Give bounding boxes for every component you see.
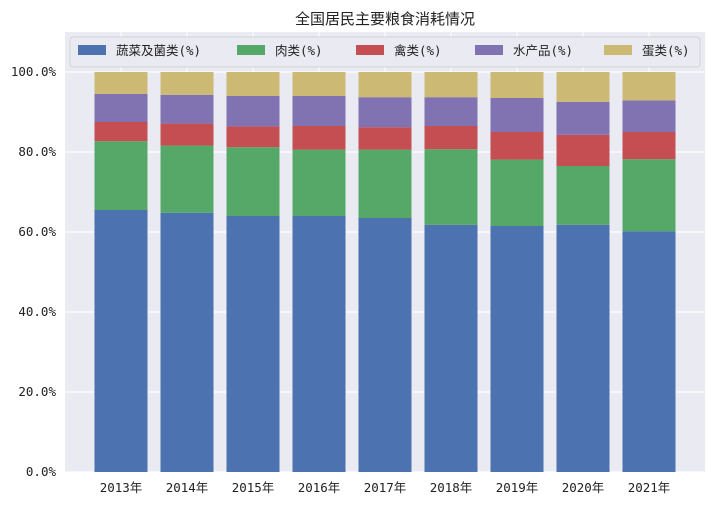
bar-segment-2 <box>622 159 676 232</box>
legend-label: 禽类(%) <box>394 43 442 58</box>
bar-segment-2 <box>490 159 544 226</box>
y-tick-label: 20.0% <box>18 384 56 399</box>
bar-segment-5 <box>424 72 478 98</box>
x-tick-label: 2020年 <box>562 480 605 495</box>
bar-segment-5 <box>160 72 214 95</box>
legend-label: 水产品(%) <box>513 43 573 58</box>
bar-segment-2 <box>556 166 610 225</box>
bar-segment-5 <box>556 72 610 102</box>
bar-segment-3 <box>556 134 610 166</box>
bar-segment-2 <box>292 149 346 216</box>
bar-segment-4 <box>160 94 214 124</box>
bar-segment-5 <box>292 72 346 96</box>
x-axis-ticks: 2013年 2014年 2015年 2016年 2017年 2018年 2019年 2020年… <box>100 480 671 495</box>
bar-segment-3 <box>490 132 544 160</box>
legend-swatch <box>237 45 265 55</box>
x-tick-label: 2017年 <box>364 480 407 495</box>
bar-segment-4 <box>94 94 148 122</box>
bar-segment-5 <box>94 72 148 94</box>
bar-segment-2 <box>94 141 148 210</box>
bar-segment-4 <box>556 102 610 135</box>
legend-swatch <box>78 45 106 55</box>
bar-segment-5 <box>226 72 280 96</box>
bar-segment-4 <box>358 97 412 128</box>
bar-segment-3 <box>160 123 214 146</box>
bar-segment-1 <box>226 216 280 472</box>
x-tick-label: 2019年 <box>496 480 539 495</box>
legend-swatch <box>475 45 503 55</box>
bar-segment-5 <box>358 72 412 98</box>
bar-segment-1 <box>424 224 478 472</box>
bar-segment-1 <box>556 224 610 472</box>
y-axis-ticks: 0.0% 20.0% 40.0% 60.0% 80.0% 100.0% <box>11 64 57 479</box>
legend-label: 蔬菜及菌类(%) <box>116 43 201 58</box>
chart-title: 全国居民主要粮食消耗情况 <box>295 10 475 28</box>
x-tick-label: 2016年 <box>298 480 341 495</box>
bar-segment-5 <box>622 72 676 101</box>
legend-box <box>69 36 701 68</box>
bar-segment-2 <box>160 145 214 213</box>
bar-segment-1 <box>622 231 676 472</box>
bar-segment-1 <box>490 226 544 472</box>
bar-segment-3 <box>424 126 478 150</box>
x-tick-label: 2013年 <box>100 480 143 495</box>
bar-segment-3 <box>622 132 676 160</box>
bar-segment-5 <box>490 72 544 98</box>
bars <box>94 72 676 473</box>
bar-segment-4 <box>622 100 676 132</box>
x-tick-label: 2015年 <box>232 480 275 495</box>
x-tick-label: 2014年 <box>166 480 209 495</box>
y-tick-label: 60.0% <box>18 224 56 239</box>
x-tick-label: 2021年 <box>628 480 671 495</box>
legend-swatch <box>604 45 632 55</box>
y-tick-label: 0.0% <box>26 464 57 479</box>
legend-label: 蛋类(%) <box>642 43 690 58</box>
legend-label: 肉类(%) <box>275 43 323 58</box>
bar-segment-1 <box>160 212 214 473</box>
bar-segment-1 <box>94 210 148 472</box>
bar-segment-3 <box>226 126 280 148</box>
bar-segment-4 <box>424 97 478 126</box>
y-tick-label: 40.0% <box>18 304 56 319</box>
bar-segment-2 <box>358 149 412 218</box>
y-tick-label: 80.0% <box>18 144 56 159</box>
bar-segment-4 <box>292 96 346 126</box>
bar-segment-3 <box>292 126 346 150</box>
y-tick-label: 100.0% <box>11 64 57 79</box>
bar-segment-1 <box>292 216 346 472</box>
legend-swatch <box>356 45 384 55</box>
bar-segment-2 <box>424 149 478 225</box>
legend: 蔬菜及菌类(%) 肉类(%) 禽类(%) 水产品(%) 蛋类(%) <box>69 36 701 68</box>
bar-segment-3 <box>358 127 412 150</box>
bar-segment-4 <box>226 96 280 127</box>
bar-segment-1 <box>358 218 412 472</box>
bar-segment-3 <box>94 122 148 142</box>
bar-segment-2 <box>226 147 280 216</box>
bar-segment-4 <box>490 98 544 132</box>
x-tick-label: 2018年 <box>430 480 473 495</box>
